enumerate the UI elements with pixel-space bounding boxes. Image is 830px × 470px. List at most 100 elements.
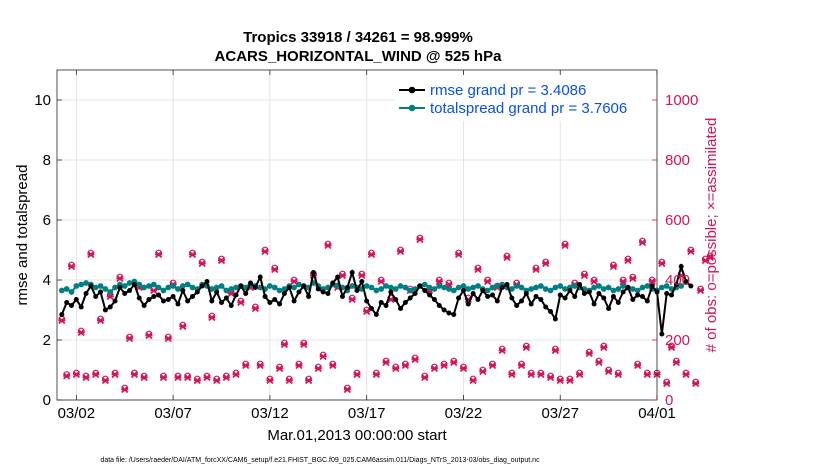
x-tick-label: 03/02 [58,405,96,422]
obs-assimilated-point [237,298,245,307]
rmse-point [393,297,399,302]
obs-possible-point [339,270,346,278]
rmse-point [93,294,99,299]
obs-assimilated-point [140,373,148,382]
totalspread-point [267,283,273,289]
obs-possible-point [629,273,637,281]
totalspread-point [431,286,438,292]
totalspread-point [291,284,297,291]
totalspread-point [68,289,75,295]
obs-assimilated-point [271,265,279,274]
totalspread-point [233,284,239,291]
obs-possible-point [619,276,627,284]
obs-possible-point [663,378,671,386]
obs-assimilated-point [266,376,274,385]
totalspread-point [552,284,559,291]
rmse-point [431,297,437,302]
obs-possible-point [576,369,583,377]
obs-assimilated-point [217,256,226,265]
obs-possible-point [421,372,429,380]
totalspread-point [421,281,428,288]
totalspread-point [107,289,114,295]
rmse-point [683,279,689,284]
obs-possible-point [658,258,666,266]
obs-assimilated-point [522,343,530,352]
obs-possible-point [634,360,641,368]
totalspread-point [213,284,220,291]
obs-possible-point [116,273,124,281]
x-tick-label: 03/07 [154,405,192,422]
obs-possible-point [668,342,675,350]
rmse-point [664,291,670,296]
rmse-point [194,289,200,295]
rmse-point [649,283,655,289]
obs-possible-point [547,372,554,380]
rmse-point [160,298,166,304]
rmse-point [339,294,345,299]
totalspread-point [296,281,302,288]
obs-assimilated-point [72,370,80,379]
obs-assimilated-point [358,271,366,280]
obs-assimilated-point [546,373,555,382]
totalspread-point [83,280,89,286]
obs-possible-point [440,360,448,368]
obs-possible-point [581,270,588,278]
obs-assimilated-point [382,358,390,367]
obs-assimilated-point [280,340,288,349]
rmse-point [383,303,389,308]
rmse-point [228,303,234,308]
obs-possible-point [523,342,530,350]
obs-possible-point [290,276,298,284]
obs-possible-point [673,357,680,365]
obs-possible-point [68,261,75,269]
totalspread-point [218,283,225,289]
obs-assimilated-point [213,376,221,385]
obs-possible-point [484,276,491,284]
obs-possible-point [184,372,191,380]
totalspread-point [571,283,578,289]
totalspread-point [644,283,651,289]
rmse-point [310,270,316,275]
rmse-point [156,292,162,298]
obs-assimilated-point [638,238,647,247]
totalspread-point [121,283,128,289]
obs-assimilated-point [416,235,424,244]
rmse-point [267,300,273,305]
rmse-point [412,291,418,296]
obs-possible-point [450,357,458,365]
obs-assimilated-point [198,259,206,268]
obs-assimilated-point [619,277,627,286]
obs-assimilated-point [401,361,409,370]
obs-assimilated-point [469,376,477,385]
rmse-point [659,331,665,337]
obs-possible-point [92,369,100,377]
obs-possible-point [319,351,327,359]
totalspread-point [392,286,399,292]
obs-assimilated-point [542,259,550,268]
obs-assimilated-point [150,286,158,295]
totalspread-point [349,283,356,289]
obs-possible-point [285,375,293,383]
rmse-point [606,306,612,311]
obs-possible-point [610,261,617,269]
totalspread-point [513,283,520,289]
rmse-point [378,300,384,305]
obs-assimilated-point [459,364,468,373]
obs-possible-point [343,384,351,392]
obs-possible-point [208,312,216,320]
rmse-point [441,307,447,313]
obs-assimilated-point [319,352,327,361]
rmse-point [417,283,423,289]
obs-assimilated-point [343,385,351,394]
obs-possible-point [73,369,80,377]
obs-possible-point [155,249,162,257]
rmse-point [499,285,505,290]
obs-possible-point [624,255,632,263]
rmse-point [199,283,205,289]
obs-possible-point [518,360,525,368]
obs-assimilated-point [498,346,506,355]
obs-assimilated-point [174,373,182,382]
rmse-point [509,295,515,301]
totalspread-point [634,287,641,294]
obs-possible-point [237,297,245,305]
